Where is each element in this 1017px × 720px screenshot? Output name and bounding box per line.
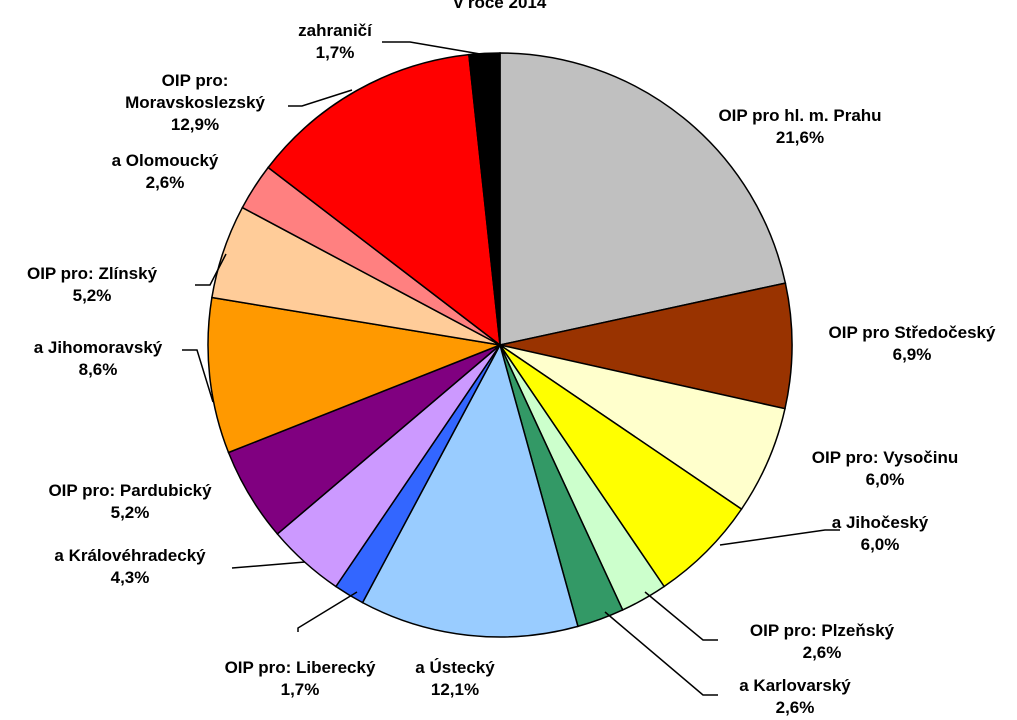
category-label: OIP pro: Vysočinu xyxy=(811,448,959,467)
pie-slice xyxy=(499,282,793,410)
value-label: 4,3% xyxy=(110,568,150,587)
category-label: OIP pro: Liberecký xyxy=(224,658,376,677)
value-label: 5,2% xyxy=(72,286,112,305)
leader-line xyxy=(604,611,718,696)
data-label: a Ústecký 12,1% xyxy=(415,657,494,701)
value-label: 12,1% xyxy=(430,680,480,699)
pie-slice xyxy=(499,52,787,346)
value-label: 1,7% xyxy=(315,43,355,62)
pie-slice xyxy=(361,342,579,638)
value-label: 2,6% xyxy=(145,173,185,192)
data-label: OIP pro Středočeský 6,9% xyxy=(829,322,996,366)
data-label: OIP pro: Pardubický 5,2% xyxy=(48,480,211,524)
category-label: zahraničí xyxy=(298,21,372,40)
leader-line xyxy=(288,89,353,107)
pie-slice xyxy=(207,296,503,454)
category-label: OIP pro: Zlínský xyxy=(26,264,158,283)
category-label: OIP pro: Moravskoslezský xyxy=(125,71,265,112)
value-label: 6,0% xyxy=(865,470,905,489)
value-label: 21,6% xyxy=(775,128,825,147)
chart-title: v roce 2014 xyxy=(453,0,547,12)
value-label: 6,0% xyxy=(860,535,900,554)
data-label: OIP pro: Zlínský 5,2% xyxy=(27,263,157,307)
category-label: a Olomoucký xyxy=(111,151,219,170)
category-label: a Ústecký xyxy=(415,658,495,677)
data-label: a Jihočeský 6,0% xyxy=(832,512,928,556)
value-label: 6,9% xyxy=(892,345,932,364)
data-label: OIP pro: Vysočinu 6,0% xyxy=(812,447,958,491)
value-label: 1,7% xyxy=(280,680,320,699)
category-label: a Karlovarský xyxy=(739,676,851,695)
leader-line xyxy=(644,591,718,641)
value-label: 12,9% xyxy=(170,115,220,134)
data-label: OIP pro hl. m. Prahu 21,6% xyxy=(718,105,881,149)
data-label: a Karlovarský 2,6% xyxy=(739,675,851,719)
category-label: a Královéhradecký xyxy=(54,546,206,565)
category-label: OIP pro hl. m. Prahu xyxy=(718,106,882,125)
category-label: OIP pro: Pardubický xyxy=(48,481,212,500)
data-label: a Jihomoravský 8,6% xyxy=(34,337,163,381)
value-label: 5,2% xyxy=(110,503,150,522)
value-label: 8,6% xyxy=(78,360,118,379)
pie-slice xyxy=(267,53,501,347)
value-label: 2,6% xyxy=(775,698,815,717)
leader-line xyxy=(195,253,227,286)
leader-line xyxy=(297,591,358,632)
pie-slice xyxy=(468,52,501,346)
category-label: a Jihočeský xyxy=(831,513,929,532)
category-label: OIP pro: Plzeňský xyxy=(749,621,895,640)
data-label: a Královéhradecký 4,3% xyxy=(54,545,205,589)
leader-line xyxy=(382,41,487,56)
data-label: OIP pro: Plzeňský 2,6% xyxy=(750,620,894,664)
data-label: a Olomoucký 2,6% xyxy=(112,150,219,194)
leader-line xyxy=(182,349,214,403)
leader-line xyxy=(719,529,840,546)
data-label: OIP pro: Moravskoslezský 12,9% xyxy=(115,70,275,136)
leader-line xyxy=(231,561,306,569)
category-label: OIP pro Středočeský xyxy=(828,323,996,342)
data-label: OIP pro: Liberecký 1,7% xyxy=(225,657,376,701)
category-label: a Jihomoravský xyxy=(33,338,163,357)
data-label: zahraničí 1,7% xyxy=(298,20,372,64)
value-label: 2,6% xyxy=(802,643,842,662)
